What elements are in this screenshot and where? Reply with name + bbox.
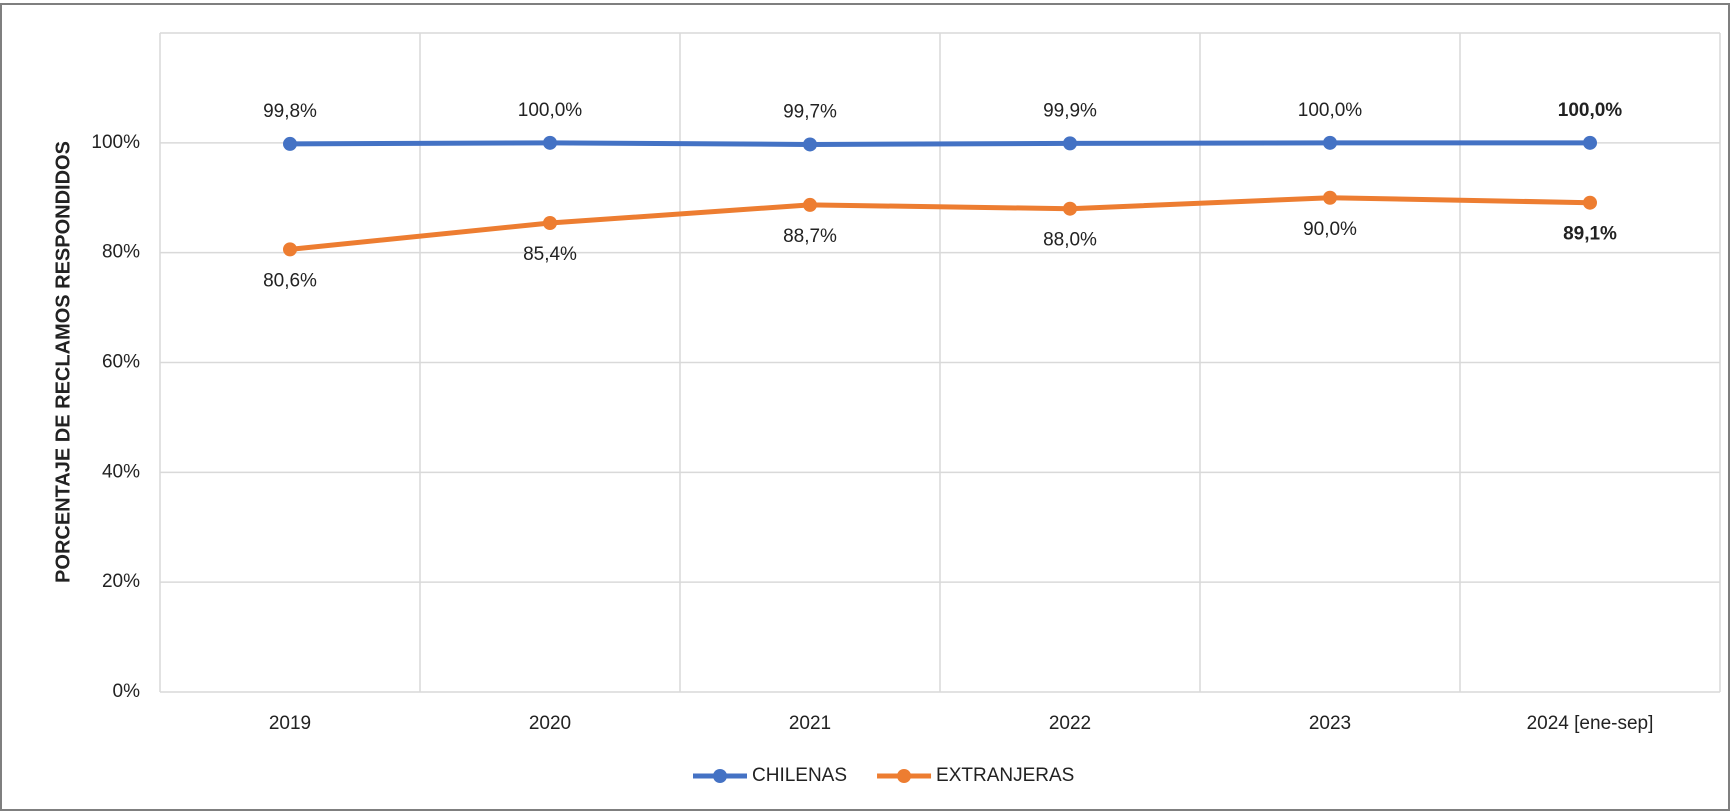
y-tick-label: 0%	[113, 681, 141, 702]
x-tick-label: 2023	[1309, 713, 1351, 734]
data-point	[1583, 195, 1597, 210]
data-label: 88,7%	[783, 226, 837, 247]
data-point	[1583, 135, 1597, 150]
data-point	[283, 242, 297, 257]
data-point	[1063, 201, 1077, 216]
x-tick-label: 2022	[1049, 713, 1091, 734]
legend-marker	[897, 769, 912, 783]
data-label: 99,8%	[263, 101, 317, 122]
data-label: 100,0%	[1558, 100, 1623, 121]
x-tick-label: 2020	[529, 713, 571, 734]
y-axis-label: PORCENTAJE DE RECLAMOS RESPONDIDOS	[52, 141, 74, 583]
data-label: 100,0%	[1298, 100, 1363, 121]
data-label: 80,6%	[263, 270, 317, 291]
data-label: 99,9%	[1043, 100, 1097, 121]
data-label: 85,4%	[523, 244, 577, 265]
data-point	[1323, 190, 1337, 205]
x-tick-label: 2021	[789, 713, 831, 734]
data-label: 88,0%	[1043, 230, 1097, 251]
data-point	[543, 216, 557, 231]
data-label: 99,7%	[783, 101, 837, 122]
data-point	[543, 135, 557, 150]
data-point	[1063, 136, 1077, 151]
data-point	[1323, 135, 1337, 150]
x-tick-label: 2019	[269, 713, 311, 734]
data-point	[283, 136, 297, 151]
legend-label: EXTRANJERAS	[936, 765, 1074, 786]
data-label: 100,0%	[518, 100, 583, 121]
data-point	[803, 197, 817, 212]
data-point	[803, 137, 817, 152]
y-tick-label: 100%	[91, 132, 140, 153]
legend-marker	[713, 769, 727, 783]
legend-label: CHILENAS	[752, 765, 847, 786]
chart-border	[0, 3, 1730, 811]
series-line	[289, 140, 1590, 147]
y-tick-label: 60%	[102, 352, 140, 373]
y-tick-label: 20%	[102, 571, 140, 592]
data-label: 89,1%	[1563, 224, 1617, 245]
y-tick-label: 40%	[102, 461, 140, 482]
data-label: 90,0%	[1303, 219, 1357, 240]
x-tick-label: 2024 [ene-sep]	[1527, 713, 1654, 734]
series-line	[289, 195, 1591, 252]
y-tick-label: 80%	[102, 242, 140, 263]
